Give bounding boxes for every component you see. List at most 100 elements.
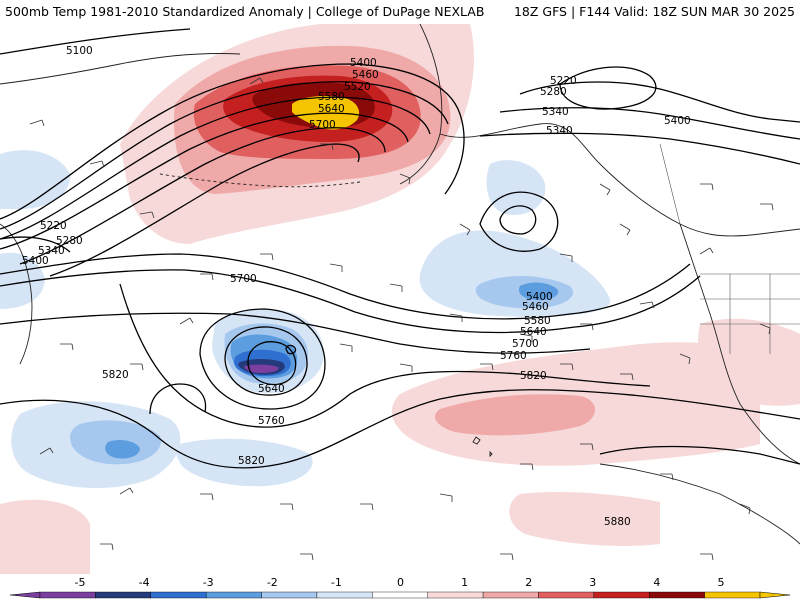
aleutian-islands	[159, 173, 361, 188]
contour-5820	[0, 389, 800, 469]
contour-label: 5700	[309, 119, 336, 131]
run-info: 18Z GFS | F144 Valid: 18Z SUN MAR 30 202…	[513, 4, 795, 19]
contour-cutoff-outer	[199, 308, 326, 410]
contour-5400-mid	[0, 269, 701, 334]
contour-label: 5400	[664, 115, 691, 127]
colorbar-tick-label: -1	[331, 576, 342, 589]
coast-west-us	[679, 223, 800, 465]
contour-5280-east	[519, 81, 800, 123]
colorbar-swatch	[538, 591, 595, 599]
contour-5400-east	[479, 132, 800, 165]
contour-5580-mid	[0, 312, 591, 354]
colorbar-tick-label: 0	[397, 576, 404, 589]
contour-low-gulf-inner	[499, 205, 537, 235]
contour-5520-north	[0, 96, 431, 240]
coast-siberia	[0, 53, 241, 85]
warm-anomaly-north	[120, 24, 474, 244]
contour-label: 5220	[40, 220, 67, 232]
cold-anomaly-gulf	[419, 160, 611, 317]
state-lines	[700, 274, 800, 354]
contour-label: 5460	[352, 69, 379, 81]
contour-label: 5820	[238, 455, 265, 467]
colorbar-tick-label: -3	[203, 576, 214, 589]
contour-label: 5280	[56, 235, 83, 247]
coast-mexico	[599, 463, 800, 545]
contour-5100	[0, 28, 191, 55]
colorbar-swatch	[649, 591, 705, 599]
colorbar-tick-label: 3	[589, 576, 596, 589]
coast-alaska-gulf	[439, 123, 800, 237]
height-contours	[0, 28, 800, 469]
contour-cutoff-inner	[247, 341, 297, 386]
border-alaska-canada	[659, 143, 681, 225]
contour-label: 5340	[38, 245, 65, 257]
colorbar-tick-label: 4	[653, 576, 660, 589]
contour-label: 5760	[258, 415, 285, 427]
coast-alaska-west	[399, 24, 443, 185]
contour-cutoff-mid	[224, 326, 308, 396]
contour-5880	[599, 445, 800, 465]
contour-label: 5640	[520, 326, 547, 338]
contour-cutoff-center	[285, 344, 297, 355]
contour-label: 5700	[230, 273, 257, 285]
contour-label: 5820	[102, 369, 129, 381]
colorbar-swatch	[482, 591, 539, 599]
colorbar-swatch	[593, 591, 650, 599]
contour-label: 5460	[522, 301, 549, 313]
contour-label: 5700	[512, 338, 539, 350]
colorbar-tick-label: -5	[75, 576, 86, 589]
cold-anomaly-west	[0, 150, 313, 489]
contour-5400-north	[0, 63, 465, 220]
contour-label: 5760	[500, 350, 527, 362]
colorbar-swatch	[39, 591, 96, 599]
hawaii-islands	[472, 436, 493, 458]
contour-label: 5280	[540, 86, 567, 98]
map-title: 500mb Temp 1981-2010 Standardized Anomal…	[5, 4, 485, 19]
contour-label: 5340	[546, 125, 573, 137]
contour-label: 5400	[350, 57, 377, 69]
contour-5220-east	[559, 66, 657, 110]
anomaly-colorbar: -5 -4 -3 -2 -1 0 1 2 3 4 5	[0, 574, 800, 600]
contour-label: 5640	[318, 103, 345, 115]
colorbar-ticks: -5 -4 -3 -2 -1 0 1 2 3 4 5	[75, 576, 725, 589]
colorbar-swatch	[372, 591, 428, 599]
contour-labels: 5100 5400 5460 5520 5580 5640 5700 5220 …	[22, 45, 691, 528]
contour-5640-north	[19, 127, 386, 265]
contour-5340	[0, 253, 691, 320]
colorbar-swatch	[704, 591, 761, 599]
contour-5460-north	[0, 81, 449, 230]
political-borders	[659, 143, 800, 354]
contour-label: 5820	[520, 370, 547, 382]
contour-5700-north	[49, 143, 360, 277]
coastlines	[0, 24, 800, 545]
colorbar-swatch	[95, 591, 151, 599]
colorbar-right-arrow	[759, 591, 791, 599]
coast-kamchatka	[0, 223, 33, 365]
colorbar-swatch	[205, 591, 262, 599]
wind-barbs	[29, 77, 774, 561]
contour-label: 5640	[258, 383, 285, 395]
colorbar-tick-label: -2	[267, 576, 278, 589]
contour-label: 5100	[66, 45, 93, 57]
contour-label: 5400	[526, 291, 553, 303]
contour-label: 5520	[344, 81, 371, 93]
colorbar-tick-label: -4	[139, 576, 150, 589]
contour-5220-west	[0, 236, 71, 253]
contour-label: 5340	[542, 106, 569, 118]
contour-label: 5880	[604, 516, 631, 528]
contour-5580-north	[0, 112, 409, 250]
contour-label: 5580	[318, 91, 345, 103]
contour-5340-east	[499, 107, 800, 140]
anomaly-map: 5100 5400 5460 5520 5580 5640 5700 5220 …	[0, 24, 800, 574]
contour-5760	[119, 283, 651, 428]
contour-label: 5400	[22, 255, 49, 267]
colorbar-swatch	[316, 591, 373, 599]
colorbar-swatch	[427, 591, 484, 599]
map-header: 500mb Temp 1981-2010 Standardized Anomal…	[0, 0, 800, 24]
colorbar-tick-label: 5	[718, 576, 725, 589]
colorbar-swatch	[150, 591, 207, 599]
contour-label: 5220	[550, 75, 577, 87]
colorbar-swatches	[9, 591, 791, 599]
contour-low-gulf	[479, 191, 559, 252]
